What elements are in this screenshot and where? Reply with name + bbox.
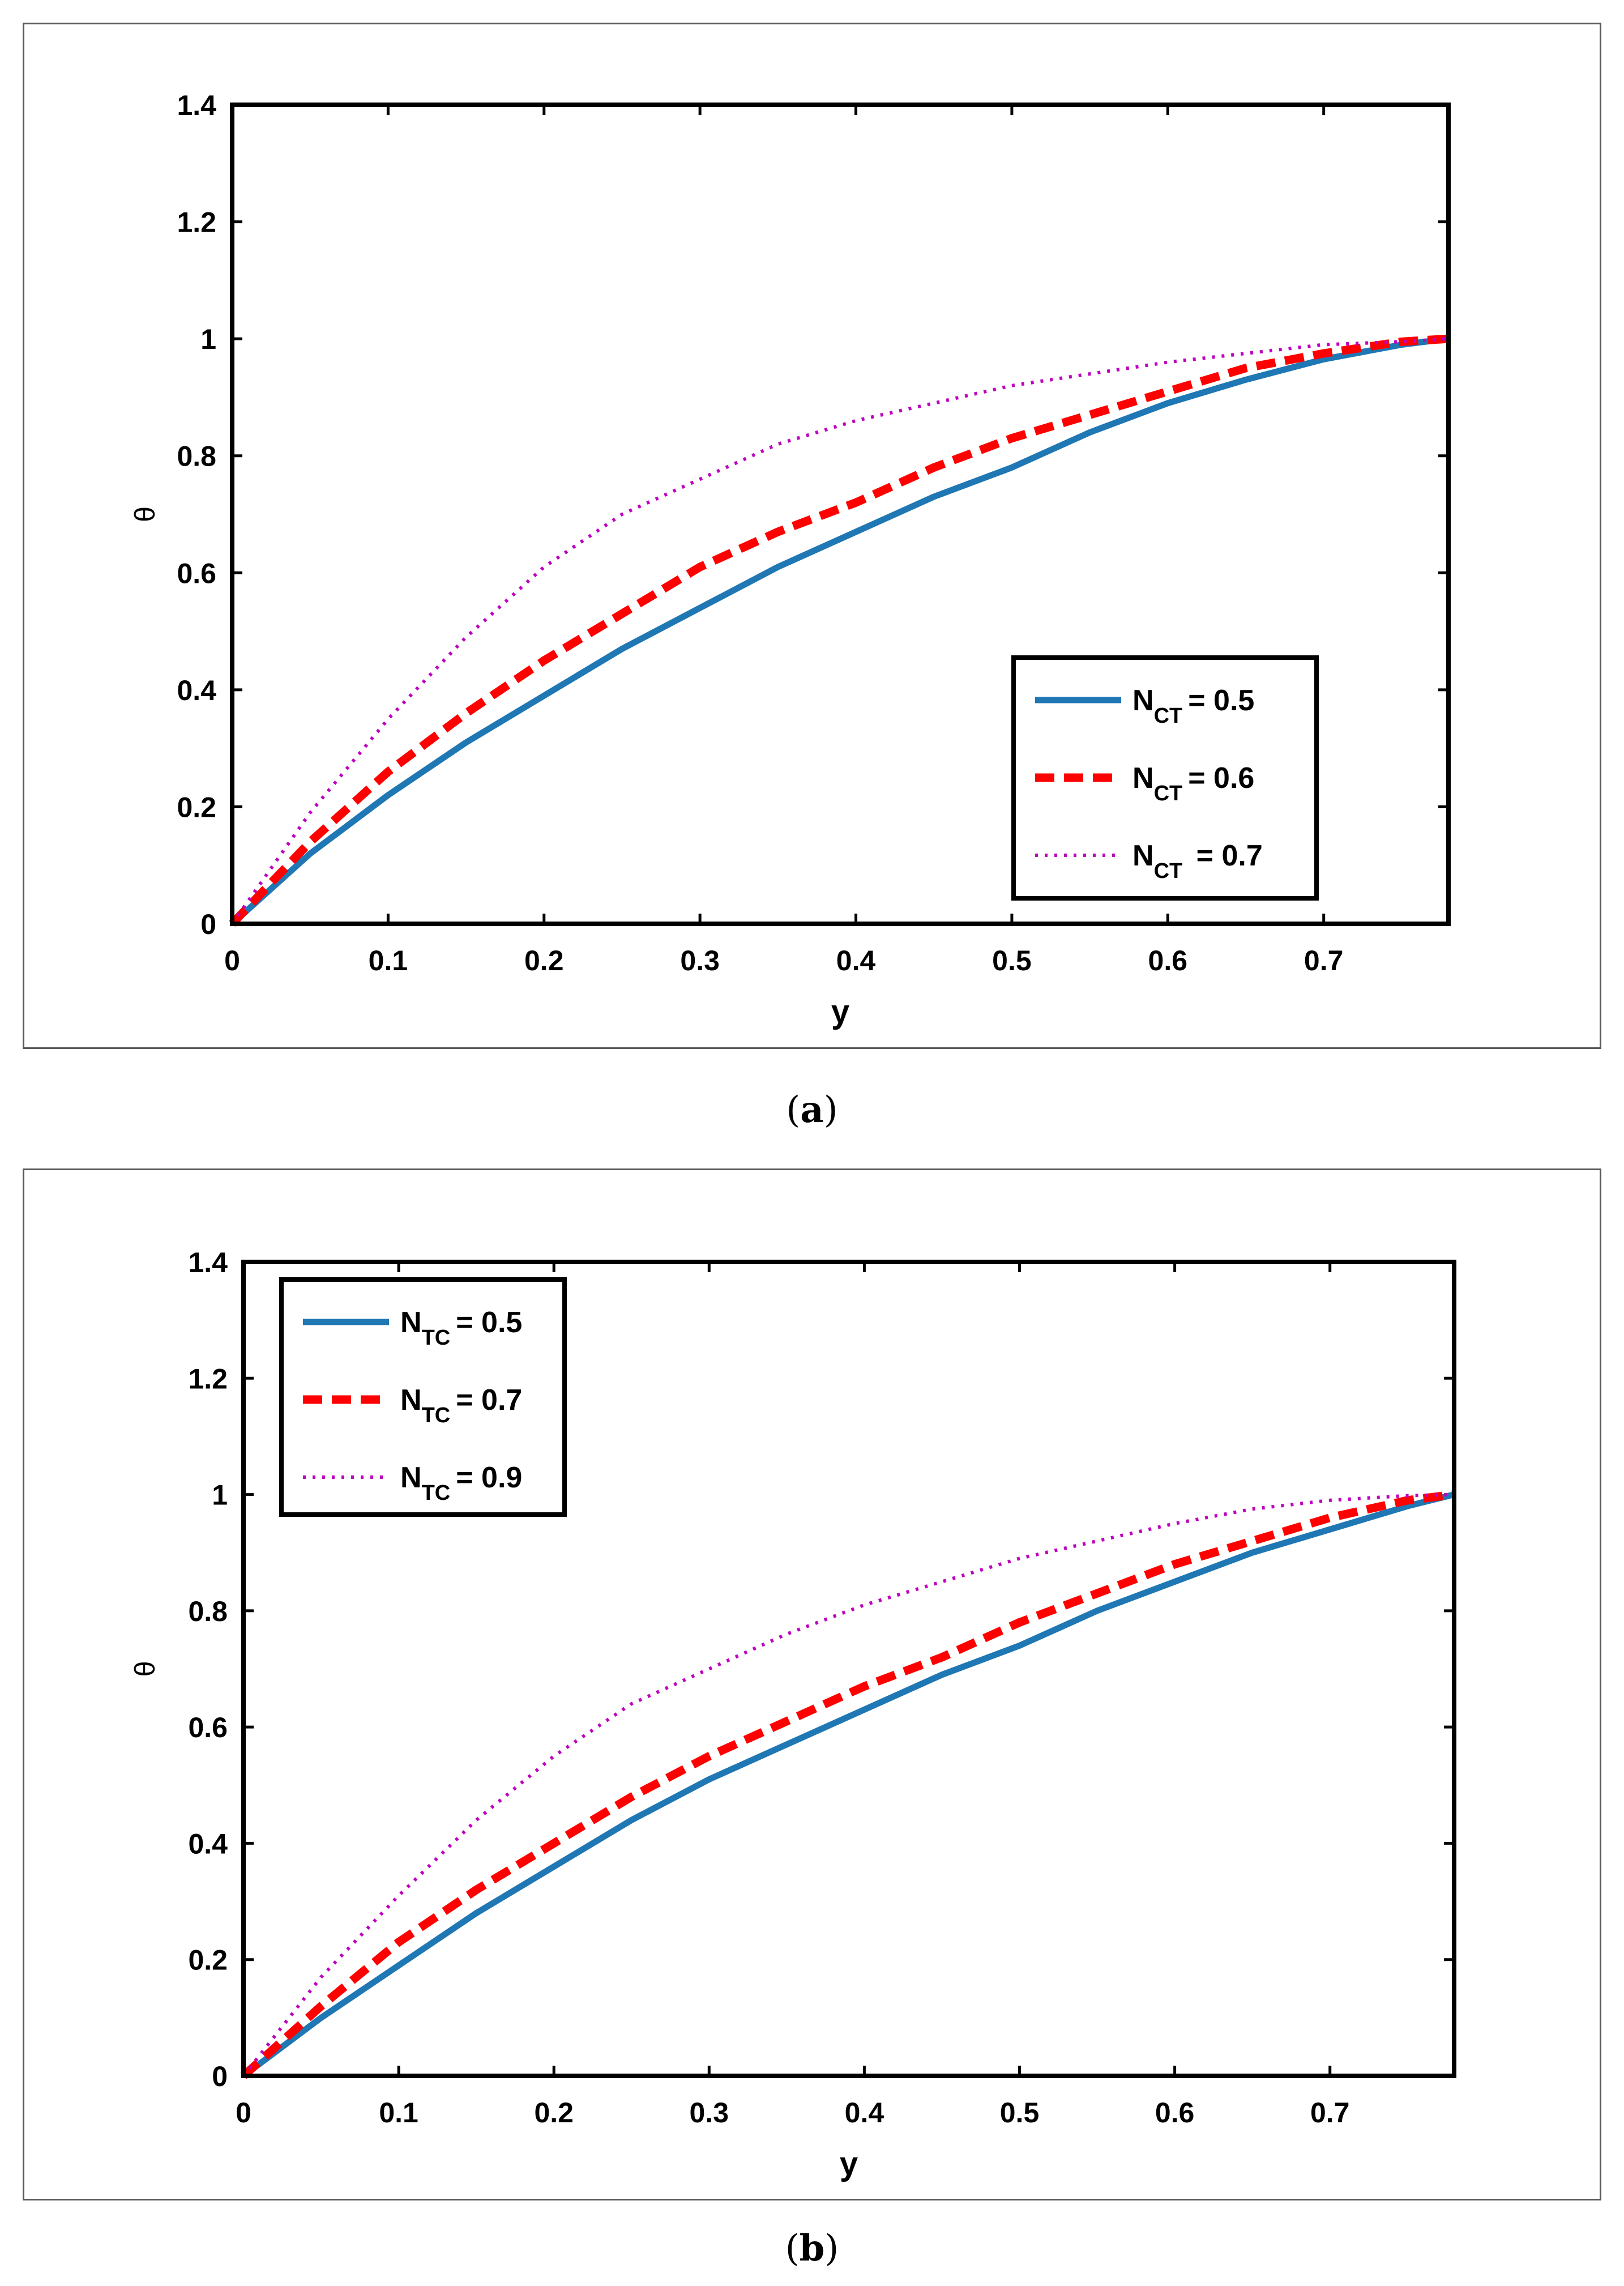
chart-a-x-tick-label: 0 (224, 945, 240, 976)
chart-a-legend-label-1: NCT = 0.5 (1132, 684, 1254, 728)
legend-main: N (400, 1461, 422, 1494)
chart-b-series-3-line (242, 1492, 1455, 2077)
chart-a-x-tick-label: 0.6 (1148, 945, 1188, 976)
chart-a-y-tick-label: 0.8 (177, 441, 216, 472)
caption-b: (b) (785, 2227, 839, 2270)
chart-a-y-tick-label: 1.2 (177, 207, 216, 238)
legend-subscript: TC (422, 1481, 451, 1505)
legend-subscript: CT (1154, 704, 1183, 728)
legend-main: N (400, 1306, 422, 1339)
chart-b-y-tick-label: 0.4 (188, 1828, 228, 1859)
chart-a-x-tick-label: 0.3 (680, 945, 720, 976)
chart-a-x-axis-label: y (831, 993, 849, 1030)
chart-a-legend-label-3: NCT = 0.7 (1132, 839, 1263, 883)
chart-a-x-tick-label: 0.5 (992, 945, 1032, 976)
caption-a: (a) (786, 1089, 838, 1131)
figure-panel-a: 0 0.1 0.2 0.3 0.4 0.5 0.6 0.7 0 0.2 0.4 0.6 0.8 1 1.2 1… (23, 23, 1601, 1049)
chart-a-y-tick-label: 0.2 (177, 791, 216, 823)
chart-a-y-tick-label: 1.4 (177, 89, 216, 121)
legend-main: N (1132, 762, 1154, 795)
legend-value: = 0.5 (456, 1306, 522, 1339)
legend-value: = 0.6 (1188, 762, 1254, 795)
caption-a-label: a (800, 1089, 824, 1131)
legend-subscript: CT (1154, 859, 1183, 883)
chart-b-series-1-line (241, 1491, 1455, 2079)
legend-subscript: TC (422, 1326, 451, 1350)
chart-b-y-tick-label: 0.6 (188, 1712, 228, 1743)
chart-b-legend-label-2: NTC = 0.7 (400, 1384, 522, 1427)
chart-a-x-tick-label: 0.7 (1304, 945, 1344, 976)
legend-value: = 0.9 (456, 1461, 522, 1494)
legend-main: N (400, 1384, 422, 1417)
legend-value: = 0.7 (456, 1384, 522, 1417)
chart-b-x-tick-label: 0 (236, 2097, 251, 2129)
chart-b-y-tick-label: 1.2 (188, 1363, 228, 1394)
chart-a-series-2-line (229, 334, 1449, 927)
chart-a-legend-label-2: NCT = 0.6 (1132, 762, 1254, 805)
chart-a-y-tick-label: 0 (200, 909, 216, 940)
legend-subscript: TC (422, 1404, 451, 1427)
chart-a-y-tick-label: 1 (200, 323, 216, 355)
chart-b-legend-box (279, 1277, 567, 1517)
legend-value: = 0.5 (1188, 684, 1254, 717)
caption-b-label: b (799, 2227, 825, 2270)
chart-b-x-tick-label: 0.1 (379, 2097, 418, 2129)
chart-b-y-tick-label: 0 (212, 2061, 228, 2092)
chart-b-svg: 0 0.1 0.2 0.3 0.4 0.5 0.6 0.7 0 0.2 0.4 0.6 0.8 1 1.2 1… (129, 1247, 1456, 2182)
chart-b-x-axis-label: y (840, 2146, 858, 2182)
chart-b-x-tick-label: 0.2 (534, 2097, 574, 2129)
chart-a-series-1-line (230, 335, 1449, 927)
chart-a-y-tick-label: 0.6 (177, 557, 216, 589)
chart-a-x-tick-label: 0.4 (836, 945, 876, 976)
figure-panel-b: 0 0.1 0.2 0.3 0.4 0.5 0.6 0.7 0 0.2 0.4 0.6 0.8 1 1.2 1… (23, 1168, 1601, 2200)
legend-main: N (1132, 839, 1154, 872)
legend-main: N (1132, 684, 1154, 717)
chart-b-y-tick-label: 1.4 (188, 1247, 228, 1278)
chart-b-legend-label-1: NTC = 0.5 (400, 1306, 522, 1350)
chart-b-x-tick-label: 0.3 (690, 2097, 729, 2129)
chart-a-y-tick-label: 0.4 (177, 675, 216, 706)
chart-b-y-axis-label: θ (129, 1661, 161, 1677)
chart-b-y-tick-label: 0.8 (188, 1596, 228, 1627)
chart-a-svg: 0 0.1 0.2 0.3 0.4 0.5 0.6 0.7 0 0.2 0.4 0.6 0.8 1 1.2 1… (129, 89, 1451, 1030)
chart-b-y-tick-label: 1 (212, 1479, 228, 1511)
chart-a-y-axis-label: θ (129, 506, 161, 522)
chart-a-x-tick-label: 0.1 (369, 945, 408, 976)
chart-b-x-tick-label: 0.5 (1000, 2097, 1040, 2129)
chart-b-x-tick-label: 0.4 (845, 2097, 884, 2129)
chart-b-plot-frame (241, 1260, 1456, 2078)
chart-a-series-3-line (230, 337, 1449, 925)
chart-b-legend-label-3: NTC = 0.9 (400, 1461, 522, 1505)
chart-b-series-2-line (240, 1490, 1455, 2079)
chart-b-y-tick-label: 0.2 (188, 1944, 228, 1976)
chart-b-x-tick-label: 0.7 (1310, 2097, 1350, 2129)
chart-a-x-tick-label: 0.2 (524, 945, 564, 976)
chart-a-plot-frame (230, 103, 1451, 926)
legend-subscript: CT (1154, 782, 1183, 805)
legend-value: = 0.7 (1188, 839, 1263, 872)
chart-b-x-tick-label: 0.6 (1155, 2097, 1195, 2129)
